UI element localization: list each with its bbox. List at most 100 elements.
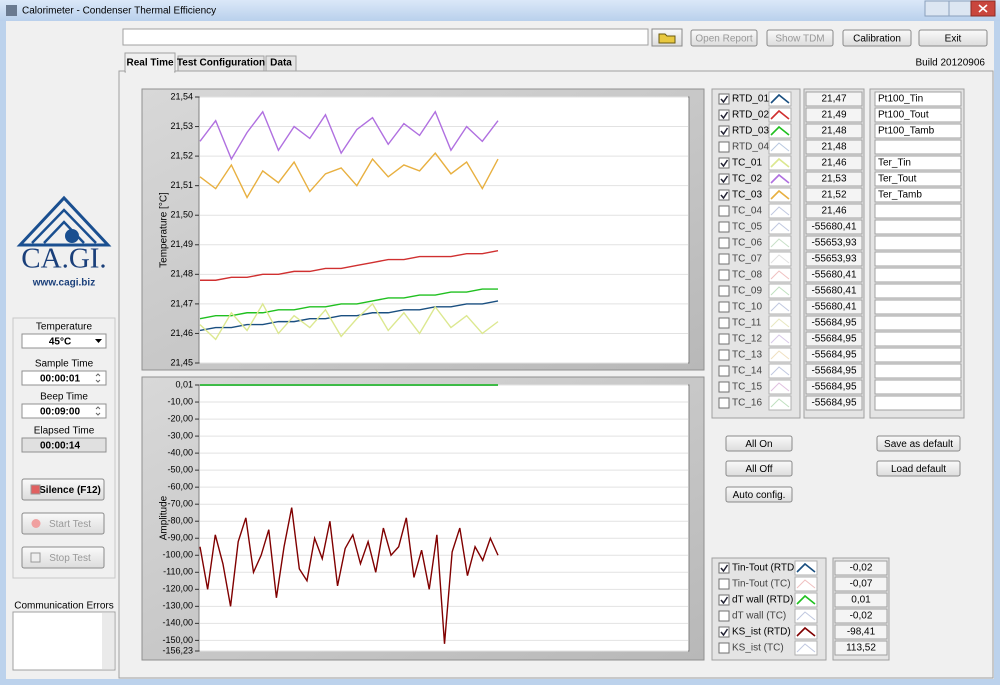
value-field [805,251,863,267]
label-field[interactable] [874,155,962,171]
minimize-button[interactable] [924,0,950,17]
checkbox[interactable] [718,301,730,313]
field-value: 00:00:01 [40,374,80,385]
value-field [805,315,863,331]
toolbar-button[interactable] [842,29,912,47]
checkbox[interactable] [718,626,730,638]
control-button-label: Stop Test [49,553,91,564]
label-field[interactable] [874,171,962,187]
checkbox[interactable] [718,205,730,217]
channel-value: -55684,95 [811,366,856,377]
checkbox[interactable] [718,237,730,249]
label-field[interactable] [874,299,962,315]
label-field[interactable] [874,331,962,347]
channel-button[interactable] [725,486,793,503]
swatch-line [770,206,790,216]
value-field [805,347,863,363]
channel-button[interactable] [876,460,961,477]
toolbar-button[interactable] [918,29,988,47]
y-tick-label: -150,00 [162,635,193,645]
checkbox[interactable] [718,562,730,574]
checkbox[interactable] [718,381,730,393]
y-tick-label: -110,00 [163,567,193,577]
label-field[interactable] [874,395,962,411]
toolbar-button[interactable] [690,29,758,47]
checkbox[interactable] [718,397,730,409]
label-field[interactable] [874,219,962,235]
checkbox[interactable] [718,141,730,153]
label-field[interactable] [874,251,962,267]
tab[interactable] [265,55,297,72]
maximize-button[interactable] [948,0,972,17]
checkbox[interactable] [718,253,730,265]
channel-button[interactable] [725,435,793,452]
checkbox[interactable] [718,333,730,345]
y-tick-label: -100,00 [162,550,193,560]
label-field[interactable] [874,379,962,395]
y-tick-label: -60,00 [167,482,193,492]
label-field[interactable] [874,363,962,379]
swatch-line [770,254,790,264]
label-field[interactable] [874,123,962,139]
label-field[interactable] [874,283,962,299]
swatch-line [770,334,790,344]
checkbox[interactable] [718,285,730,297]
channel-button-label: All Off [745,464,772,475]
path-field[interactable] [122,28,649,46]
swatch-line [796,611,816,621]
tab[interactable] [177,55,265,72]
channel-value: 21,46 [821,206,846,217]
checkbox[interactable] [718,189,730,201]
checkbox[interactable] [718,173,730,185]
channel-name: Tin-Tout (RTD) [732,563,798,574]
value-field [805,123,863,139]
check-mark [720,111,729,120]
checkbox[interactable] [718,349,730,361]
label-field[interactable] [874,107,962,123]
toolbar-button-label: Calibration [853,34,901,45]
channel-button[interactable] [876,435,961,452]
channel-label: Pt100_Tamb [878,126,935,137]
checkbox[interactable] [718,594,730,606]
swatch [768,347,792,363]
label-field[interactable] [874,267,962,283]
checkbox[interactable] [718,109,730,121]
checkbox[interactable] [718,125,730,137]
label-field[interactable] [874,139,962,155]
value-field [805,363,863,379]
label-field[interactable] [874,347,962,363]
comm-errors-list [12,611,116,671]
label-field[interactable] [874,315,962,331]
swatch [794,560,818,576]
y-tick-label: 21,54 [170,91,193,101]
channel-name: TC_05 [732,222,762,233]
control-button[interactable] [21,546,105,569]
swatch [794,576,818,592]
control-button[interactable] [21,512,105,535]
label-field[interactable] [874,187,962,203]
checkbox[interactable] [718,365,730,377]
control-button[interactable] [21,478,105,501]
channel-button[interactable] [725,460,793,477]
checkbox[interactable] [718,578,730,590]
field[interactable] [21,333,107,349]
field[interactable] [21,370,107,386]
field[interactable] [21,403,107,419]
checkbox[interactable] [718,93,730,105]
label-field[interactable] [874,91,962,107]
y-tick-label: 21,52 [170,150,193,160]
checkbox[interactable] [718,317,730,329]
toolbar-button[interactable] [766,29,834,47]
channel-label: Ter_Tin [878,158,911,169]
channel-name: TC_13 [732,350,762,361]
checkbox[interactable] [718,221,730,233]
label-field[interactable] [874,235,962,251]
checkbox[interactable] [718,642,730,654]
checkbox[interactable] [718,610,730,622]
channel-value: 21,53 [821,174,846,185]
label-field[interactable] [874,203,962,219]
checkbox[interactable] [718,157,730,169]
channel-button-label: All On [745,439,772,450]
checkbox[interactable] [718,269,730,281]
scrollbar[interactable] [102,613,114,669]
